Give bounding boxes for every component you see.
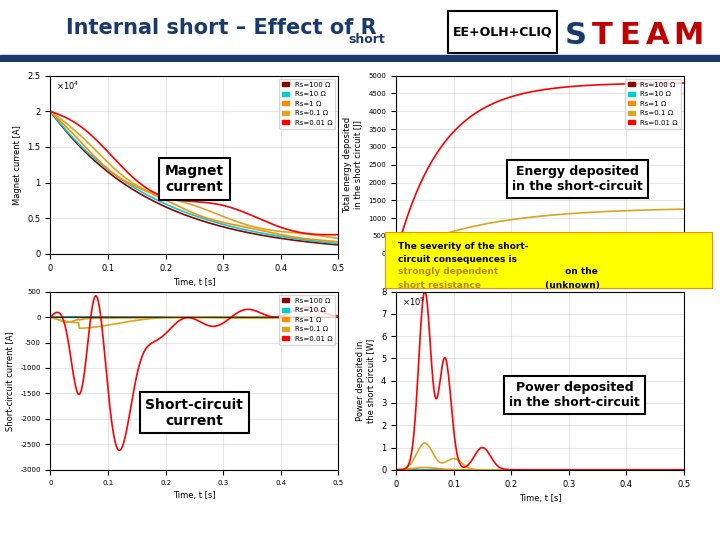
Legend: Rs=100 Ω, Rs=10 Ω, Rs=1 Ω, Rs=0.1 Ω, Rs=0.01 Ω: Rs=100 Ω, Rs=10 Ω, Rs=1 Ω, Rs=0.1 Ω, Rs=… [625, 79, 680, 129]
Text: EE+OLH+CLIQ: EE+OLH+CLIQ [452, 25, 552, 38]
Text: Short-circuit
current: Short-circuit current [145, 397, 243, 428]
Text: Internal short – Effect of R: Internal short – Effect of R [66, 18, 376, 38]
Text: short resistance: short resistance [398, 281, 481, 290]
Y-axis label: Power deposited in
the short circuit [W]: Power deposited in the short circuit [W] [356, 339, 375, 423]
Text: circuit consequences is: circuit consequences is [398, 255, 517, 264]
Text: 28 May 2018: 28 May 2018 [14, 520, 69, 529]
Text: S: S [564, 21, 587, 50]
Text: Energy deposited
in the short-circuit: Energy deposited in the short-circuit [512, 165, 643, 193]
X-axis label: Time, t [s]: Time, t [s] [173, 491, 216, 500]
FancyBboxPatch shape [385, 232, 713, 289]
Text: T: T [592, 21, 613, 50]
Text: M: M [673, 21, 704, 50]
Text: short: short [348, 33, 385, 46]
Legend: Rs=100 Ω, Rs=10 Ω, Rs=1 Ω, Rs=0.1 Ω, Rs=0.01 Ω: Rs=100 Ω, Rs=10 Ω, Rs=1 Ω, Rs=0.1 Ω, Rs=… [279, 79, 335, 129]
X-axis label: Time, t [s]: Time, t [s] [518, 275, 562, 284]
Text: Magnet
current: Magnet current [165, 164, 224, 194]
Text: A: A [647, 21, 670, 50]
Y-axis label: Total energy deposited
in the short circuit [J]: Total energy deposited in the short circ… [343, 117, 363, 213]
Text: (unknown): (unknown) [542, 281, 600, 290]
Text: 10: 10 [695, 520, 706, 529]
Text: E: E [619, 21, 640, 50]
X-axis label: Time, t [s]: Time, t [s] [173, 278, 216, 287]
Text: $\times 10^5$: $\times 10^5$ [402, 295, 425, 308]
Text: on the: on the [562, 267, 598, 276]
Text: Simulations of a short-circuit in HL-LHC inner triplet quadrupole – E. Ravaioli: Simulations of a short-circuit in HL-LHC… [199, 520, 521, 529]
Text: Power deposited
in the short-circuit: Power deposited in the short-circuit [509, 381, 640, 409]
FancyBboxPatch shape [448, 11, 557, 53]
Y-axis label: Magnet current [A]: Magnet current [A] [13, 125, 22, 205]
Legend: Rs=100 Ω, Rs=10 Ω, Rs=1 Ω, Rs=0.1 Ω, Rs=0.01 Ω: Rs=100 Ω, Rs=10 Ω, Rs=1 Ω, Rs=0.1 Ω, Rs=… [279, 295, 335, 345]
X-axis label: Time, t [s]: Time, t [s] [518, 494, 562, 503]
Text: strongly dependent: strongly dependent [398, 267, 498, 276]
Bar [0, 55, 720, 62]
Text: $\times 10^4$: $\times 10^4$ [56, 79, 79, 92]
Text: CERN: CERN [14, 25, 42, 36]
Text: The severity of the short-: The severity of the short- [398, 242, 528, 252]
Y-axis label: Short-circuit current [A]: Short-circuit current [A] [6, 331, 14, 430]
